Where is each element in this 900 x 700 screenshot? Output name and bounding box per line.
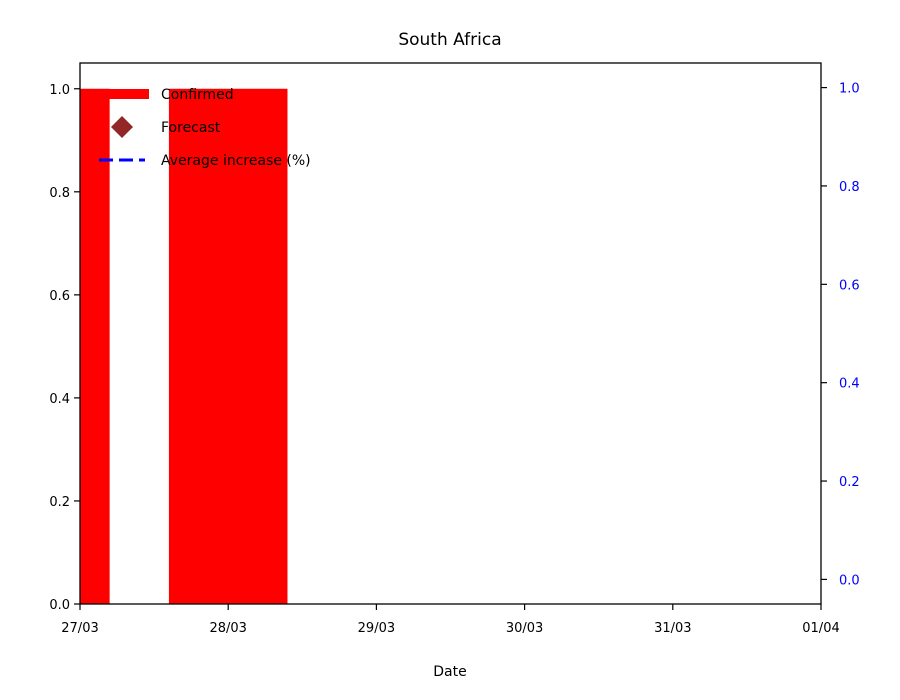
y-tick-label-right: 0.0 <box>839 573 860 588</box>
x-axis: 27/03 28/03 29/03 30/03 31/03 01/04 <box>61 604 840 636</box>
x-tick-label: 27/03 <box>61 621 98 636</box>
bar-confirmed <box>168 88 288 604</box>
y-tick-label-left: 0.2 <box>49 495 70 510</box>
bar-confirmed <box>80 88 110 604</box>
y-tick-label-left: 0.4 <box>49 392 70 407</box>
y-tick-label-left: 0.0 <box>49 598 70 613</box>
plot-frame <box>79 62 822 605</box>
legend: Confirmed Forecast Average increase (%) <box>95 87 311 169</box>
x-tick-label: 31/03 <box>654 621 691 636</box>
y-axis-left: 0.0 0.2 0.4 0.6 0.8 1.0 <box>49 83 80 613</box>
legend-swatch-confirmed <box>95 89 149 99</box>
y-tick-label-right: 0.2 <box>839 475 860 490</box>
legend-marker-forecast <box>111 116 133 138</box>
bars-layer <box>80 88 288 604</box>
y-tick-label-left: 0.8 <box>49 186 70 201</box>
chart-title: South Africa <box>398 30 501 50</box>
legend-label: Forecast <box>161 120 221 136</box>
y-tick-label-left: 0.6 <box>49 289 70 304</box>
legend-label: Average increase (%) <box>161 153 311 169</box>
y-tick-label-right: 0.8 <box>839 180 860 195</box>
y-tick-label-left: 1.0 <box>49 83 70 98</box>
y-axis-right: 0.0 0.2 0.4 0.6 0.8 1.0 <box>821 82 860 588</box>
x-tick-label: 30/03 <box>506 621 543 636</box>
y-tick-label-right: 0.6 <box>839 278 860 293</box>
x-axis-label: Date <box>433 664 466 680</box>
x-tick-label: 28/03 <box>209 621 246 636</box>
x-tick-label: 01/04 <box>802 621 839 636</box>
legend-label: Confirmed <box>161 87 234 103</box>
y-tick-label-right: 1.0 <box>839 82 860 97</box>
y-tick-label-right: 0.4 <box>839 377 860 392</box>
x-tick-label: 29/03 <box>358 621 395 636</box>
